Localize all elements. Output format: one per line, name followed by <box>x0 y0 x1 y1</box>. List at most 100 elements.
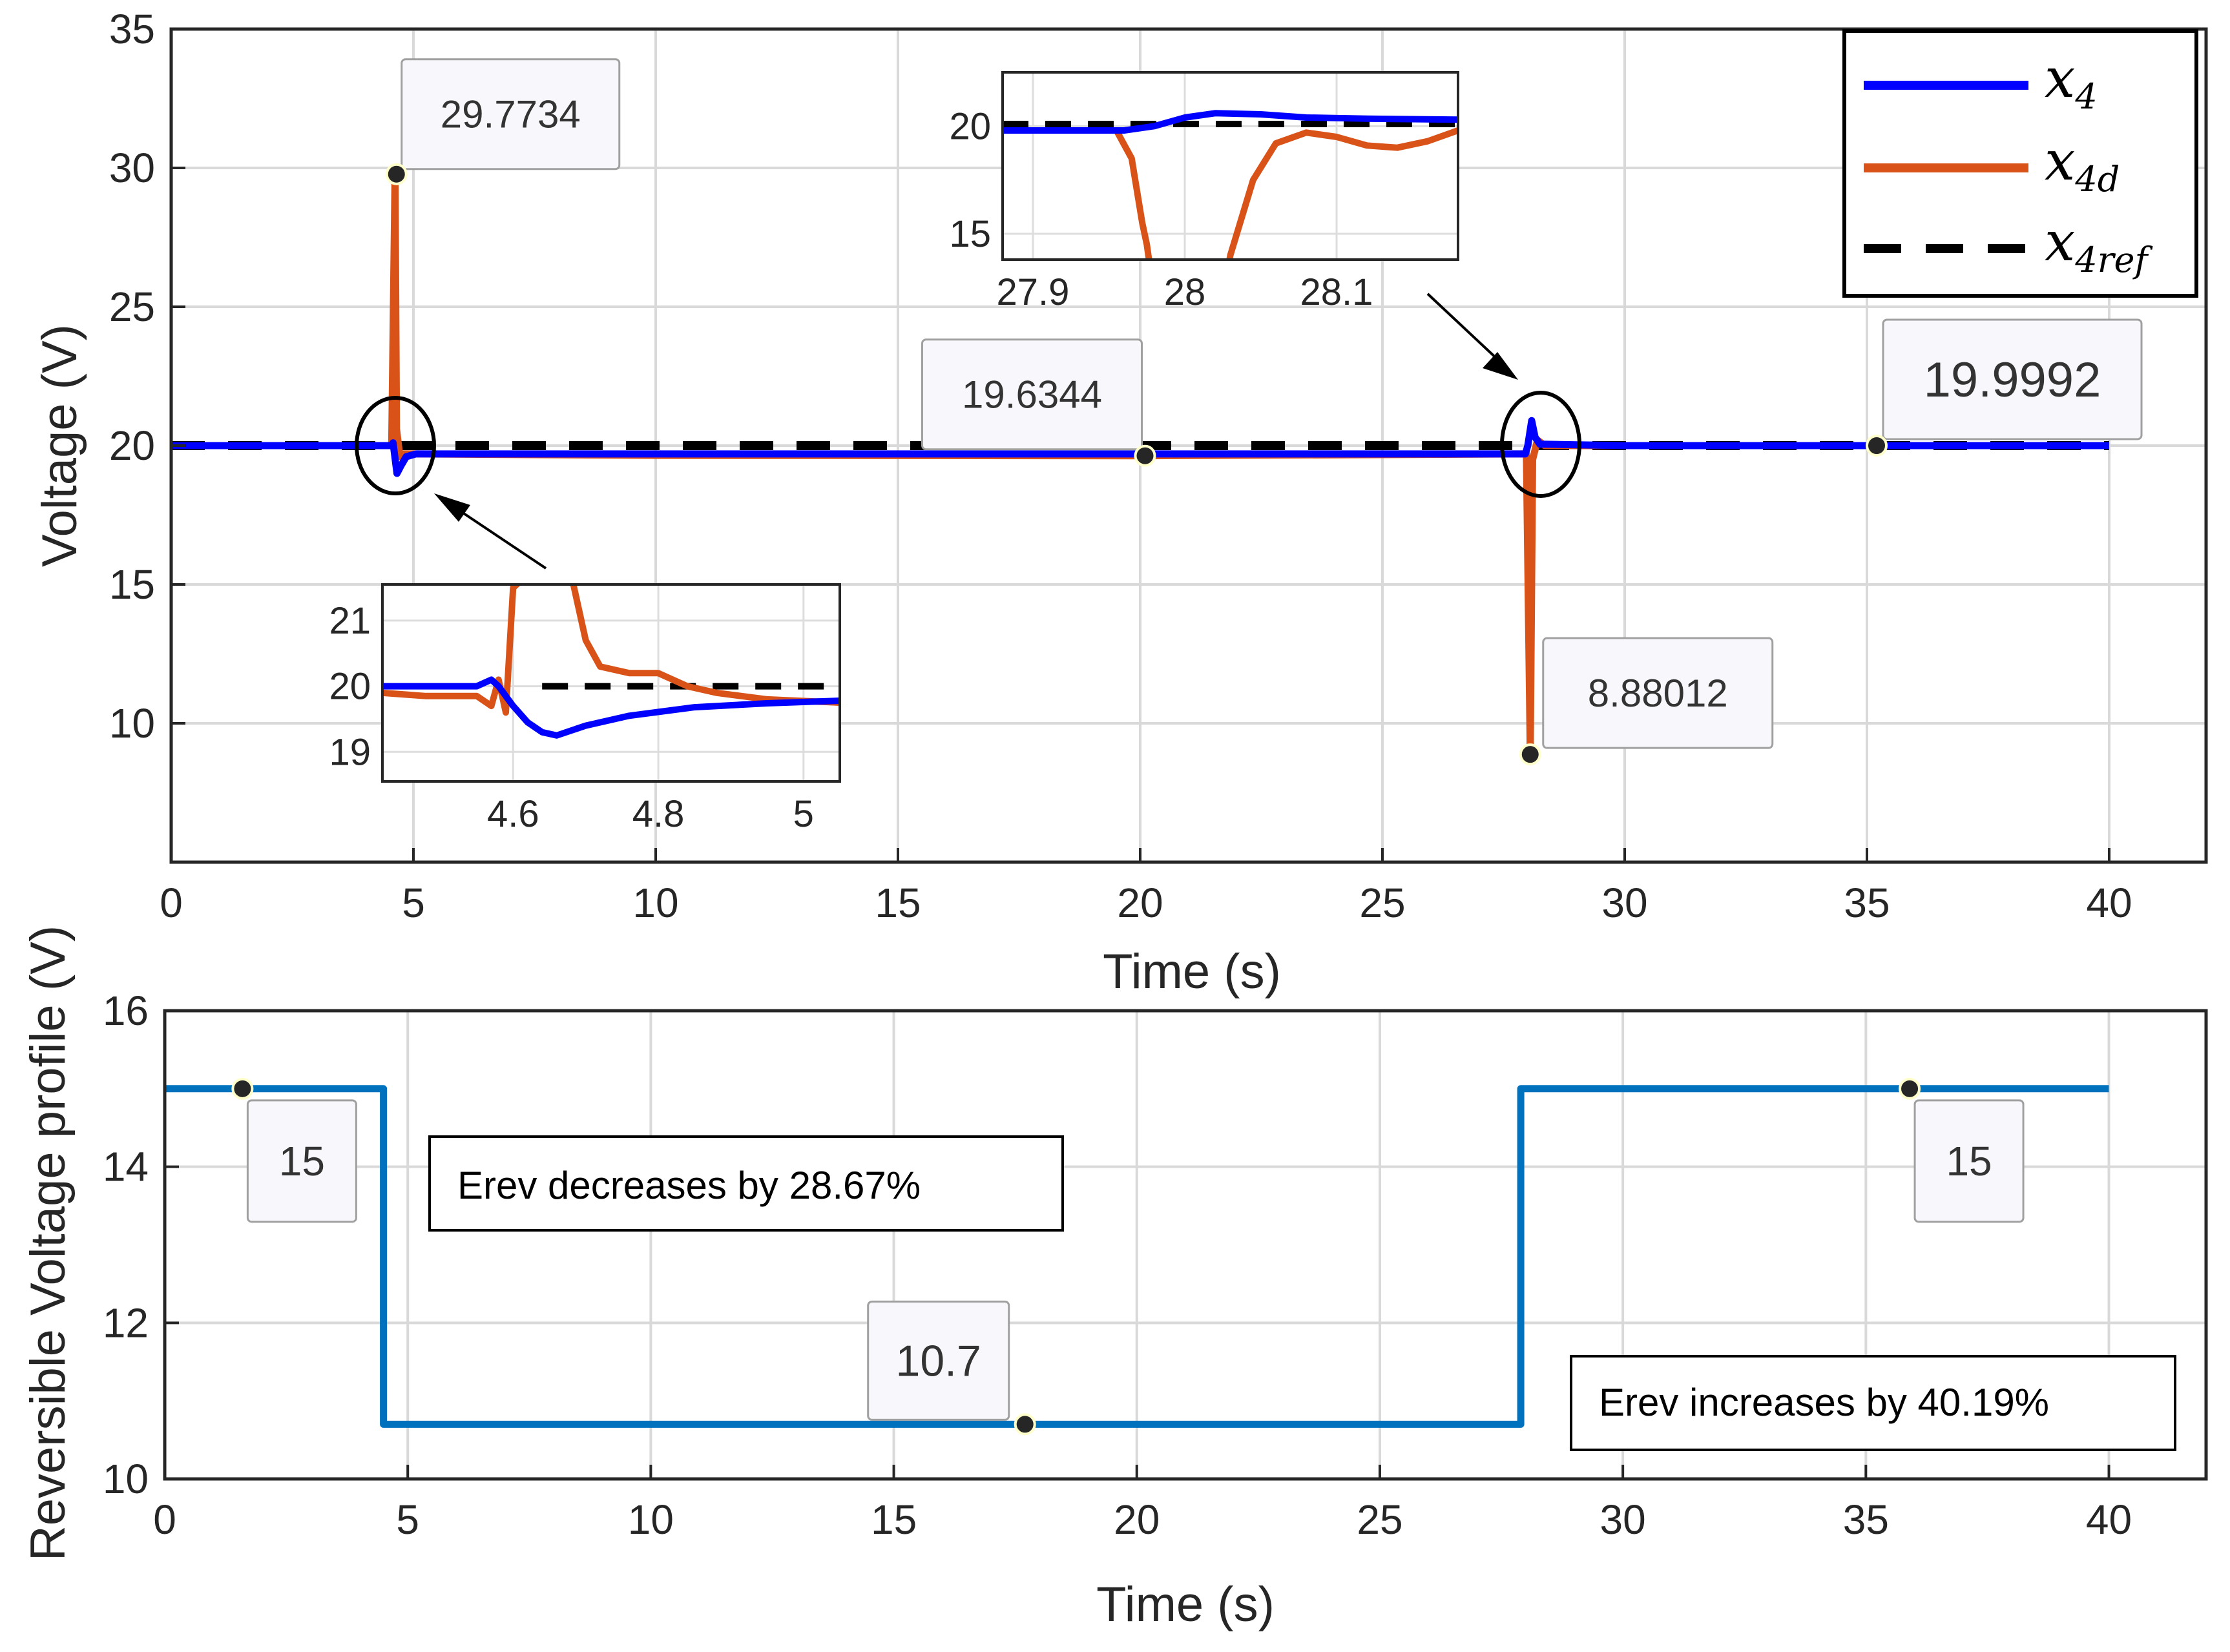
note-decrease: Erev decreases by 28.67% <box>428 1135 1064 1232</box>
x-tick-label: 35 <box>1844 880 1890 926</box>
x-tick-label: 40 <box>2086 1496 2132 1543</box>
top-plot: 0 5 10 15 20 25 30 35 40 10 15 20 25 30 35 Time (s) Vo… <box>32 6 2208 999</box>
legend-label-x4: x4 <box>2045 46 2098 117</box>
inset-series-x4d <box>382 584 840 716</box>
x-tick-label: 5 <box>402 880 425 926</box>
datatip-box <box>246 1099 357 1223</box>
inset-x-tick-label: 28.1 <box>1300 271 1373 313</box>
datatip-marker[interactable] <box>1014 1413 1036 1436</box>
datatip[interactable]: 19.9992 <box>1866 318 2143 457</box>
top-datatips: 29.7734 19.6344 8.88012 19.9992 <box>385 58 2143 766</box>
datatip[interactable]: 15 <box>1899 1077 2025 1223</box>
bottom-series <box>165 1085 2109 1428</box>
bottom-axes-box <box>163 1009 2208 1481</box>
datatip-marker[interactable] <box>1899 1077 1921 1100</box>
bottom-datatips: 15 10.7 15 <box>231 1077 2025 1436</box>
datatip-marker[interactable] <box>1866 435 1888 457</box>
series-Erev <box>165 1085 2109 1428</box>
arrow-b <box>1426 293 1518 380</box>
inset-series <box>1003 110 1458 260</box>
inset-x-tick-label: 5 <box>793 793 814 835</box>
inset-y-tick-label: 20 <box>329 666 371 708</box>
y-tick-label: 30 <box>109 145 155 191</box>
note-decrease-box <box>428 1135 1064 1232</box>
datatip-box <box>1542 637 1774 749</box>
datatip-label: 29.7734 <box>441 93 581 136</box>
x-tick-label: 35 <box>1843 1496 1889 1543</box>
arrow-a <box>434 493 547 570</box>
y-tick-label: 12 <box>103 1299 149 1346</box>
datatip-label: 19.9992 <box>1924 353 2101 408</box>
x-tick-label: 25 <box>1359 880 1405 926</box>
x-tick-label: 40 <box>2086 880 2132 926</box>
top-xlabel: Time (s) <box>1103 944 1281 999</box>
x-tick-label: 30 <box>1600 1496 1646 1543</box>
y-tick-label: 15 <box>109 561 155 608</box>
datatip-marker[interactable] <box>385 163 408 185</box>
x-tick-label: 30 <box>1601 880 1647 926</box>
zoom-ellipse-a <box>355 396 436 495</box>
bottom-xlabel: Time (s) <box>1096 1577 1275 1632</box>
datatip[interactable]: 15 <box>231 1077 357 1223</box>
inset-box <box>381 583 841 783</box>
x-tick-label: 0 <box>160 880 183 926</box>
series-x4 <box>171 417 2109 477</box>
datatip-label: 19.6344 <box>962 373 1102 417</box>
datatip[interactable]: 19.6344 <box>921 338 1156 467</box>
x-tick-label: 20 <box>1117 880 1163 926</box>
y-tick-label: 10 <box>103 1456 149 1502</box>
x-tick-label: 15 <box>871 1496 917 1543</box>
x-tick-label: 5 <box>396 1496 419 1543</box>
inset-area <box>1003 72 1458 260</box>
datatip-label: 10.7 <box>896 1337 981 1386</box>
zoom-ellipse-b <box>1500 391 1581 498</box>
note-increase-box <box>1570 1355 2176 1451</box>
inset-series-x4 <box>382 676 840 739</box>
inset-y-tick-label: 21 <box>329 600 371 642</box>
note-increase-text: Erev increases by 40.19% <box>1599 1381 2049 1424</box>
datatip[interactable]: 29.7734 <box>385 58 621 185</box>
bottom-ylabel: Reversible Voltage profile (V) <box>21 925 76 1561</box>
y-tick-label: 16 <box>103 987 149 1034</box>
y-tick-label: 20 <box>109 422 155 469</box>
datatip-label: 15 <box>1946 1138 1992 1184</box>
x-tick-label: 10 <box>632 880 678 926</box>
datatip-box <box>867 1300 1010 1421</box>
note-increase: Erev increases by 40.19% <box>1570 1355 2176 1451</box>
bottom-ticks: 0 5 10 15 20 25 30 35 40 10 12 14 16 <box>103 987 2132 1543</box>
inset-b: 27.9 28 28.1 15 20 <box>949 71 1459 313</box>
datatip-marker[interactable] <box>1519 743 1541 766</box>
inset-x-tick-label: 4.6 <box>487 793 539 835</box>
inset-x-tick-label: 4.8 <box>632 793 685 835</box>
legend-label-x4d: x4d <box>2045 129 2120 200</box>
inset-x-tick-label: 27.9 <box>997 271 1070 313</box>
datatip[interactable]: 10.7 <box>867 1300 1036 1436</box>
inset-x-tick-label: 28 <box>1164 271 1206 313</box>
inset-a: 4.6 4.8 5 19 20 21 <box>329 583 841 835</box>
y-tick-label: 10 <box>109 700 155 747</box>
legend: x4 x4d x4ref <box>1842 29 2198 298</box>
top-ticks: 0 5 10 15 20 25 30 35 40 10 15 20 25 30 35 <box>109 6 2132 926</box>
inset-series <box>382 584 840 739</box>
inset-series-x4d-2 <box>1226 127 1458 260</box>
bottom-plot: 0 5 10 15 20 25 30 35 40 10 12 14 16 Time (s) Revers… <box>21 925 2208 1632</box>
inset-y-tick-label: 15 <box>949 213 991 255</box>
datatip-box <box>401 58 621 170</box>
note-decrease-text: Erev decreases by 28.67% <box>457 1164 921 1207</box>
inset-y-tick-label: 20 <box>949 105 991 147</box>
x-tick-label: 10 <box>628 1496 674 1543</box>
datatip-box <box>1882 318 2143 440</box>
datatip-label: 15 <box>279 1138 325 1184</box>
x-tick-label: 20 <box>1114 1496 1160 1543</box>
datatip-marker[interactable] <box>1134 444 1156 467</box>
y-tick-label: 35 <box>109 6 155 52</box>
inset-y-tick-label: 19 <box>329 731 371 773</box>
x-tick-label: 25 <box>1357 1496 1402 1543</box>
x-tick-label: 15 <box>875 880 921 926</box>
y-tick-label: 14 <box>103 1144 149 1190</box>
datatip-box <box>921 338 1143 451</box>
datatip-marker[interactable] <box>231 1077 254 1100</box>
legend-label-x4ref: x4ref <box>2045 210 2153 280</box>
datatip[interactable]: 8.88012 <box>1519 637 1774 766</box>
